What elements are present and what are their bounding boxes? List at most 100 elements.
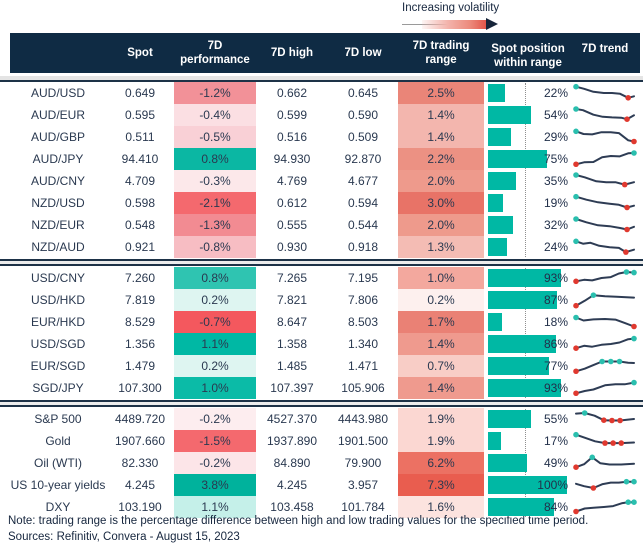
position-bar [488, 150, 547, 168]
column-header-4: 7D low [344, 46, 382, 59]
range-reference-line [525, 83, 526, 257]
position-cell: 93% [484, 377, 572, 399]
high-value: 1.358 [276, 337, 308, 351]
high-value: 84.890 [273, 456, 311, 470]
perf-cell: -1.2% [174, 82, 256, 104]
volatility-arrow [402, 18, 500, 31]
position-bar [488, 498, 554, 516]
position-bar [488, 269, 561, 287]
trading-range-swatch: 1.4% [398, 104, 484, 126]
spot-value: 7.819 [124, 293, 156, 307]
column-header-7: 7D trend [581, 43, 629, 55]
range-cell: 1.4% [398, 126, 484, 148]
performance-swatch: -2.1% [174, 192, 256, 214]
trend-sparkline [573, 150, 637, 168]
position-bar [488, 194, 503, 212]
row-group-2: USD/CNY 7.260 0.8% 7.265 7.195 1.0% 93% USD/HKD… [0, 267, 643, 399]
table-row: DXY 103.190 1.1% 103.458 101.784 1.6% 84% [10, 496, 643, 518]
sources: Sources: Refinitiv, Convera - August 15,… [8, 531, 240, 544]
position-bar [488, 313, 502, 331]
position-cell: 32% [484, 214, 572, 236]
table-row: USD/SGD 1.356 1.1% 1.358 1.340 1.4% 86% [10, 333, 643, 355]
perf-cell: -2.1% [174, 192, 256, 214]
range-cell: 2.0% [398, 170, 484, 192]
performance-swatch: 0.2% [174, 355, 256, 377]
trend-sparkline [575, 478, 637, 491]
spot-value: 0.595 [124, 108, 156, 122]
position-label: 19% [543, 196, 568, 210]
trend-sparkline [573, 431, 635, 446]
low-value: 1.471 [347, 359, 379, 373]
high-value: 103.458 [270, 500, 314, 514]
trading-range-swatch: 1.0% [398, 267, 484, 289]
spot-value: 0.598 [124, 196, 156, 210]
table-row: AUD/GBP 0.511 -0.5% 0.516 0.509 1.4% 29% [10, 126, 643, 148]
trading-range-swatch: 6.2% [398, 452, 484, 474]
position-label: 93% [543, 381, 568, 395]
trend-sparkline [573, 454, 635, 470]
trend-sparkline [573, 83, 635, 101]
position-cell: 22% [484, 82, 572, 104]
high-value: 7.265 [276, 271, 308, 285]
trend-cell [572, 82, 638, 104]
trend-cell [572, 496, 638, 518]
trend-sparkline [573, 193, 635, 211]
spot-value: 0.921 [124, 240, 156, 254]
trend-sparkline [575, 410, 635, 424]
spot-value: 107.300 [118, 381, 162, 395]
table-row: US 10-year yields 4.245 3.8% 4.245 3.957 7.3%… [10, 474, 643, 496]
range-cell: 0.2% [398, 289, 484, 311]
data-table: Spot 7D performance 7D high 7D low 7D tradin… [0, 33, 643, 518]
position-label: 100% [537, 478, 568, 492]
trend-cell [572, 452, 638, 474]
trend-sparkline [573, 269, 637, 285]
group-divider [0, 400, 643, 407]
trend-cell [572, 333, 638, 355]
position-label: 49% [543, 456, 568, 470]
range-cell: 1.3% [398, 236, 484, 258]
table-row: AUD/EUR 0.595 -0.4% 0.599 0.590 1.4% 54% [10, 104, 643, 126]
spot-value: 94.410 [121, 152, 159, 166]
position-label: 22% [543, 86, 568, 100]
range-cell: 3.0% [398, 192, 484, 214]
trading-range-swatch: 1.9% [398, 408, 484, 430]
trend-sparkline [573, 216, 635, 233]
performance-swatch: 3.8% [174, 474, 256, 496]
trading-range-swatch: 1.7% [398, 311, 484, 333]
performance-swatch: -0.3% [174, 170, 256, 192]
performance-swatch: 0.2% [174, 289, 256, 311]
low-value: 101.784 [341, 500, 385, 514]
position-bar [488, 128, 511, 146]
table-row: USD/HKD 7.819 0.2% 7.821 7.806 0.2% 87% [10, 289, 643, 311]
trading-range-swatch: 2.0% [398, 170, 484, 192]
instrument-label: S&P 500 [34, 412, 82, 426]
high-value: 8.647 [276, 315, 308, 329]
performance-swatch: -1.3% [174, 214, 256, 236]
perf-cell: 0.8% [174, 148, 256, 170]
low-value: 0.544 [347, 218, 379, 232]
trend-cell [572, 408, 638, 430]
high-value: 94.930 [273, 152, 311, 166]
position-bar [488, 84, 505, 102]
group-divider [0, 259, 643, 266]
high-value: 0.662 [276, 86, 308, 100]
instrument-label: USD/CNY [30, 271, 85, 285]
position-cell: 54% [484, 104, 572, 126]
instrument-label: AUD/CNY [30, 174, 85, 188]
low-value: 79.900 [344, 456, 382, 470]
high-value: 1.485 [276, 359, 308, 373]
performance-swatch: 1.1% [174, 333, 256, 355]
table-row: USD/CNY 7.260 0.8% 7.265 7.195 1.0% 93% [10, 267, 643, 289]
table-body: AUD/USD 0.649 -1.2% 0.662 0.645 2.5% 22% AUD/EU… [0, 82, 643, 518]
position-cell: 55% [484, 408, 572, 430]
trading-range-swatch: 1.4% [398, 126, 484, 148]
range-cell: 2.5% [398, 82, 484, 104]
trend-cell [572, 377, 638, 399]
instrument-label: SGD/JPY [32, 381, 84, 395]
spot-value: 7.260 [124, 271, 156, 285]
high-value: 0.612 [276, 196, 308, 210]
range-cell: 2.0% [398, 214, 484, 236]
perf-cell: -0.2% [174, 452, 256, 474]
trend-cell [572, 214, 638, 236]
position-cell: 17% [484, 430, 572, 452]
